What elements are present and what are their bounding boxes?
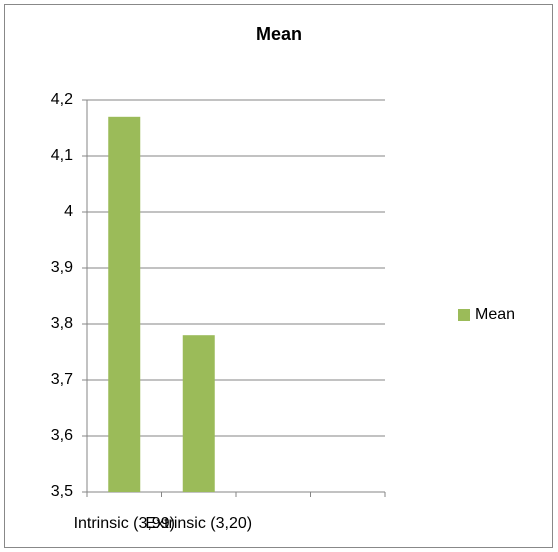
y-tick-label: 3,7 [51,371,73,388]
y-tick-label: 3,5 [51,483,73,500]
bar [182,335,215,492]
y-tick-label: 3,8 [51,315,73,332]
x-tick-label: Intrinsic (3,99) [74,515,175,532]
y-tick-label: 3,9 [51,259,73,276]
chart-title: Mean [256,24,302,44]
y-tick-label: 3,6 [51,427,73,444]
y-tick-label: 4,1 [51,147,73,164]
x-tick-label: Extrinsic (3,20) [145,515,252,532]
legend-swatch [458,309,470,321]
y-tick-label: 4 [64,203,73,220]
legend-label: Mean [475,306,515,323]
bar [108,116,141,493]
chart-frame [4,4,553,548]
y-tick-label: 4,2 [51,91,73,108]
